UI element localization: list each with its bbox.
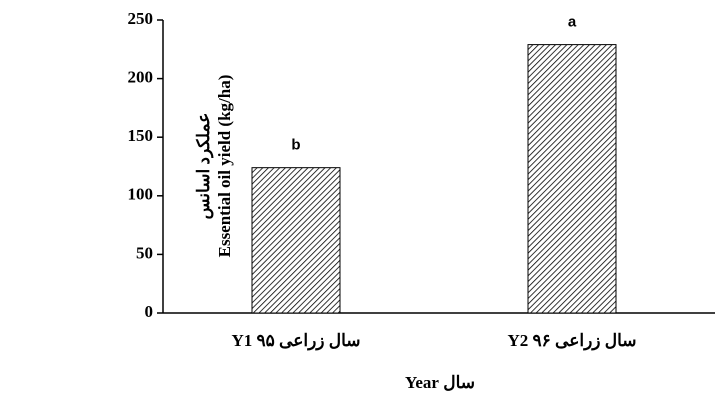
x-tick-label: سال زراعی ۹۵ Y1 — [231, 331, 360, 351]
y-tick-label: 250 — [128, 9, 154, 28]
x-axis-title: سال Year — [405, 373, 475, 392]
x-tick-label: سال زراعی ۹۶ Y2 — [507, 331, 636, 351]
bar — [527, 44, 617, 314]
bar-annotation: a — [568, 14, 577, 31]
y-tick-label: 50 — [136, 243, 153, 262]
bar-annotation: b — [291, 137, 300, 154]
y-axis-title: عملکرد اسانس — [194, 113, 214, 220]
bar — [251, 167, 341, 314]
y-tick-label: 200 — [128, 68, 154, 87]
y-tick-label: 0 — [145, 302, 154, 321]
y-tick-label: 100 — [128, 185, 154, 204]
y-tick-label: 150 — [128, 126, 154, 145]
y-axis-title: Essential oil yield (kg/ha) — [215, 75, 234, 258]
